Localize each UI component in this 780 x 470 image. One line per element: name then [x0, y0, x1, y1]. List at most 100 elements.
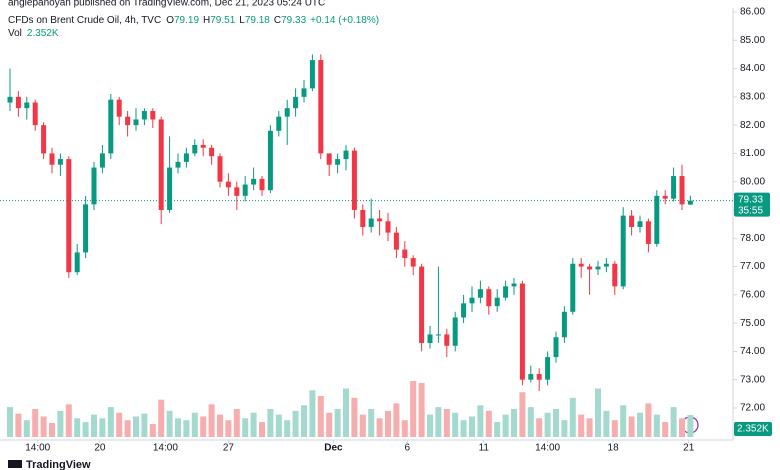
- volume-bar: [82, 422, 89, 437]
- volume-bar: [427, 414, 433, 437]
- volume-bar: [49, 423, 55, 437]
- volume-bar: [578, 414, 585, 437]
- volume-bar: [91, 414, 97, 437]
- candle-body: [570, 263, 576, 312]
- candle-body: [452, 317, 458, 346]
- volume-key: Vol: [8, 28, 22, 39]
- legend-key: O: [166, 15, 174, 26]
- candle-body: [461, 303, 467, 318]
- y-tick-label: 77.00: [740, 261, 765, 272]
- volume-bar: [225, 420, 232, 437]
- volume-bar: [233, 409, 240, 437]
- candle-body: [343, 150, 349, 160]
- candle-body: [679, 176, 685, 205]
- y-tick-label: 82.00: [740, 120, 765, 131]
- candle-body: [49, 153, 55, 165]
- candle-body: [318, 60, 324, 154]
- volume-bar: [326, 412, 333, 437]
- volume-bar: [301, 405, 307, 437]
- candle-body: [259, 178, 265, 191]
- candle-body: [620, 215, 626, 287]
- volume-bar: [23, 420, 30, 437]
- candle-body: [192, 144, 198, 154]
- volume-bar: [99, 418, 106, 437]
- candle-body: [251, 178, 257, 185]
- volume-bar: [368, 409, 375, 437]
- volume-bar: [107, 407, 114, 437]
- candle-body: [503, 286, 509, 298]
- volume-bar: [351, 397, 358, 437]
- candle-body: [435, 334, 441, 336]
- volume-bar: [275, 414, 282, 437]
- volume-bar: [166, 410, 173, 437]
- volume-bar: [443, 409, 450, 437]
- candle-body: [167, 167, 173, 210]
- y-tick-label: 72.00: [740, 403, 765, 414]
- candle-body: [57, 159, 63, 165]
- volume-bar: [670, 407, 677, 437]
- candle-body: [629, 215, 635, 227]
- candle-body: [217, 156, 223, 182]
- volume-bar: [628, 416, 635, 437]
- candle-body: [536, 374, 542, 380]
- y-tick-label: 78.00: [740, 233, 765, 244]
- y-tick-label: 73.00: [740, 374, 765, 385]
- volume-bar: [553, 409, 559, 437]
- volume-bar: [460, 420, 467, 437]
- candle-body: [209, 147, 215, 157]
- y-tick-label: 84.00: [740, 63, 765, 74]
- candle-body: [150, 110, 156, 120]
- candle-body: [276, 116, 282, 131]
- price-badge: [734, 192, 770, 217]
- volume-bar: [175, 418, 181, 437]
- legend-value: 79.33: [281, 15, 306, 26]
- candle-body: [99, 153, 105, 168]
- volume-bar: [133, 416, 139, 437]
- candle-body: [612, 263, 618, 287]
- candle-body: [486, 289, 492, 307]
- volume-bar: [561, 420, 568, 437]
- volume-bar: [284, 420, 291, 437]
- volume-bar: [595, 388, 601, 437]
- volume-bar: [376, 418, 383, 437]
- volume-bar: [65, 404, 72, 437]
- candle-body: [200, 144, 206, 148]
- x-tick-label: 18: [608, 443, 620, 454]
- volume-bar: [410, 381, 417, 437]
- legend-key: L: [239, 15, 245, 26]
- volume-bar: [124, 420, 131, 437]
- candle-body: [477, 289, 483, 298]
- volume-bar: [40, 416, 47, 437]
- volume-bar: [149, 423, 156, 437]
- volume-badge-value: 2.352K: [737, 424, 769, 435]
- volume-bar: [511, 409, 517, 437]
- candle-body: [116, 99, 122, 117]
- candle-body: [91, 167, 97, 205]
- x-tick-label: 14:00: [535, 443, 560, 454]
- candle-body: [393, 232, 399, 250]
- volume-bar: [57, 410, 64, 437]
- volume-bar: [519, 392, 526, 437]
- volume-bar: [569, 397, 576, 437]
- volume-bar: [620, 405, 627, 437]
- x-tick-label: Dec: [324, 443, 343, 454]
- volume-bar: [141, 413, 148, 437]
- volume-bar: [250, 412, 257, 437]
- volume-bar: [334, 409, 341, 437]
- legend-value: 79.19: [174, 15, 199, 26]
- candle-body: [578, 263, 584, 267]
- candle-body: [234, 187, 240, 196]
- volume-bar: [343, 388, 349, 437]
- volume-bar: [494, 422, 501, 437]
- volume-bar: [7, 407, 13, 437]
- volume-bar: [183, 420, 190, 437]
- volume-bar: [527, 407, 534, 437]
- logo: TradingView: [8, 459, 91, 470]
- volume-bar: [637, 412, 643, 437]
- volume-bar: [653, 414, 660, 437]
- candle-body: [687, 200, 693, 205]
- candle-body: [637, 221, 643, 227]
- candle-body: [654, 195, 660, 244]
